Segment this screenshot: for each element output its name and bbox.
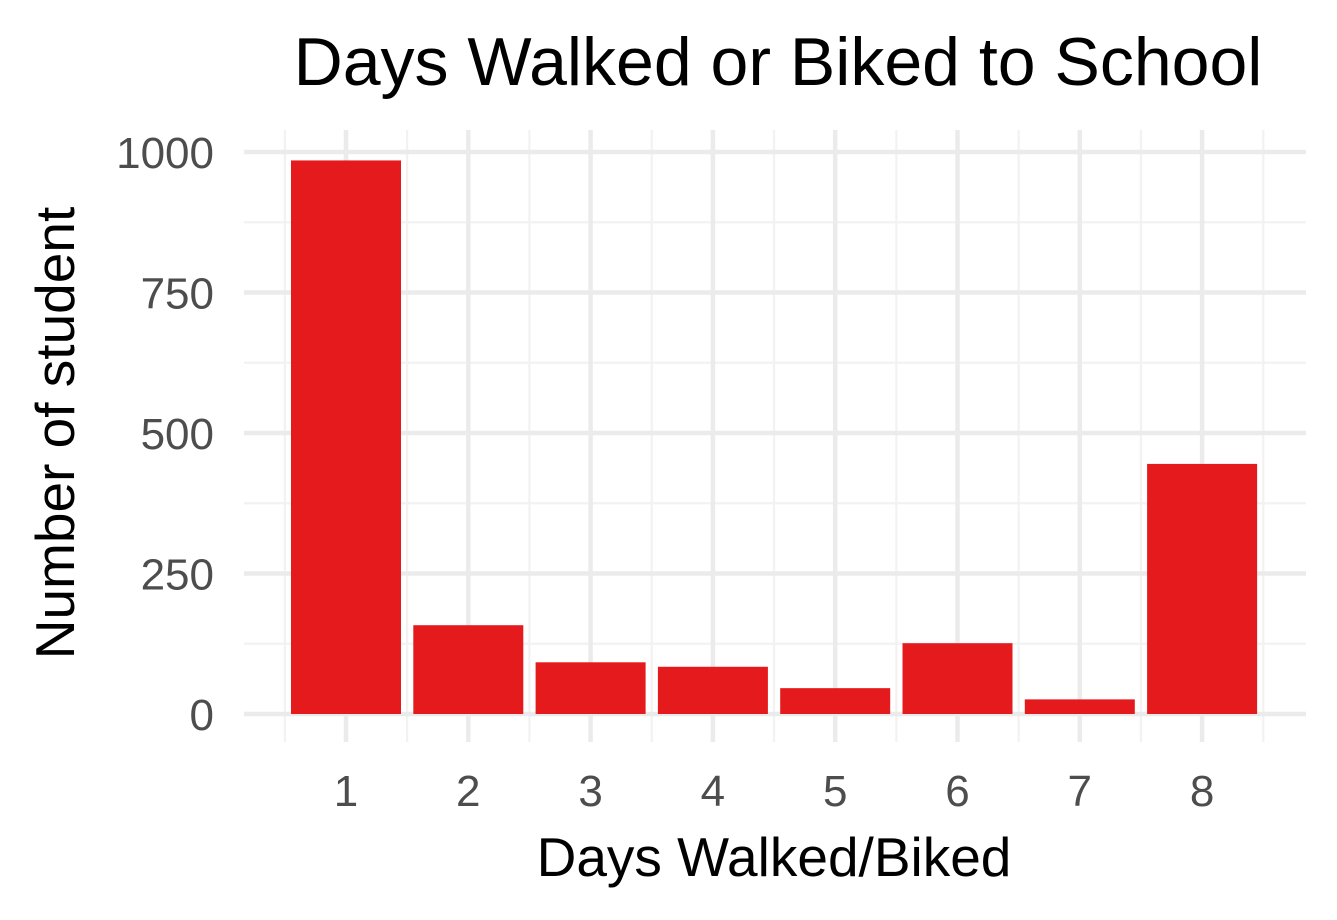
x-tick-label: 2 xyxy=(456,767,480,816)
y-tick-label: 500 xyxy=(141,410,214,459)
chart-title: Days Walked or Biked to School xyxy=(294,24,1263,100)
x-tick-label: 4 xyxy=(701,767,725,816)
bar-4 xyxy=(657,666,768,714)
bar-8 xyxy=(1147,463,1258,714)
bar-3 xyxy=(535,662,646,714)
bar-7 xyxy=(1024,699,1135,714)
y-tick-label: 750 xyxy=(141,270,214,319)
y-tick-label: 250 xyxy=(141,551,214,600)
bar-2 xyxy=(413,625,524,714)
y-tick-label: 1000 xyxy=(116,129,214,178)
x-axis-title: Days Walked/Biked xyxy=(537,826,1012,888)
x-tick-label: 8 xyxy=(1190,767,1214,816)
y-axis-title: Number of student xyxy=(24,207,86,659)
x-tick-label: 7 xyxy=(1068,767,1092,816)
y-axis-ticks: 0 250 500 750 1000 xyxy=(116,129,214,740)
bar-6 xyxy=(902,643,1013,714)
x-tick-label: 1 xyxy=(334,767,358,816)
grid-lines xyxy=(244,130,1306,742)
bar-5 xyxy=(780,688,891,714)
bar-1 xyxy=(291,160,401,714)
x-tick-label: 3 xyxy=(578,767,602,816)
bars xyxy=(291,160,1258,714)
x-axis-ticks: 1 2 3 4 5 6 7 8 xyxy=(334,767,1215,816)
x-tick-label: 5 xyxy=(823,767,847,816)
y-tick-label: 0 xyxy=(190,691,214,740)
x-tick-label: 6 xyxy=(945,767,969,816)
